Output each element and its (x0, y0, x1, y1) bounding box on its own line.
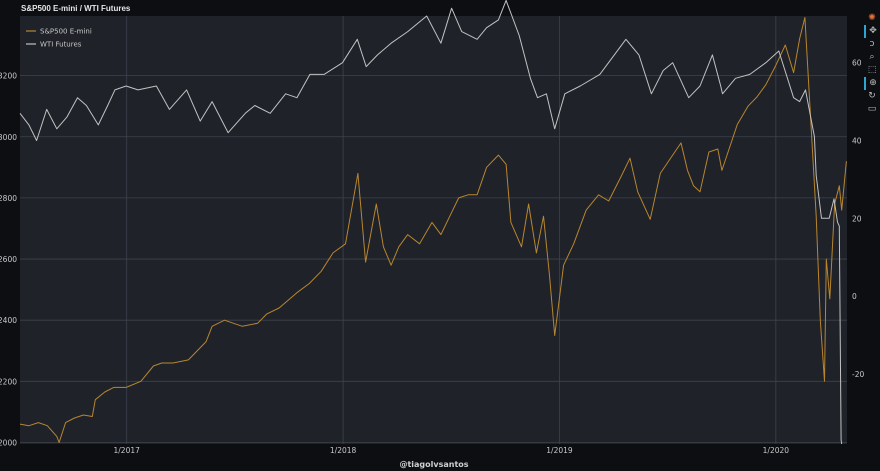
legend[interactable]: S&P500 E-mini WTI Futures (26, 28, 92, 49)
axis-ticks: 1/2017 1/2018 1/2019 1/2020 2000 2200 2400 2600… (0, 59, 864, 455)
y-right-tick-label: 0 (852, 292, 857, 301)
save-icon[interactable]: ▭ (867, 104, 877, 114)
x-tick-label: 1/2018 (330, 446, 357, 455)
plotly-logo-icon[interactable]: ✺ (868, 13, 876, 23)
y-left-tick-label: 2000 (0, 438, 17, 447)
modebar: ✺ ✥ ↄ ⌕ ⬚ ⊕ ↻ ▭ (864, 12, 880, 116)
x-tick-label: 1/2020 (763, 446, 790, 455)
credit-label: @tiagolvsantos (399, 460, 468, 469)
pan-icon[interactable]: ✥ (864, 25, 880, 38)
series-layer (19, 0, 847, 445)
series-line-sp500[interactable] (19, 17, 847, 443)
legend-item-label[interactable]: WTI Futures (40, 41, 82, 49)
grid-lines (20, 16, 847, 444)
y-left-tick-label: 2200 (0, 377, 17, 386)
y-left-tick-label: 2800 (0, 194, 17, 203)
x-tick-label: 1/2019 (546, 446, 573, 455)
zoom-icon[interactable]: ⌕ (869, 52, 875, 62)
y-left-tick-label: 3200 (0, 72, 17, 81)
y-left-tick-label: 2400 (0, 316, 17, 325)
y-right-tick-label: -20 (852, 370, 864, 379)
y-left-tick-label: 2600 (0, 255, 17, 264)
reset-icon[interactable]: ↻ (868, 91, 876, 101)
y-left-tick-label: 3000 (0, 133, 17, 142)
legend-item-label[interactable]: S&P500 E-mini (40, 28, 92, 36)
chart-title: S&P500 E-mini / WTI Futures (21, 4, 131, 13)
wheel-zoom-icon[interactable]: ⊕ (864, 77, 880, 90)
series-line-wti[interactable] (19, 0, 843, 445)
y-right-tick-label: 20 (852, 214, 862, 223)
x-tick-label: 1/2017 (114, 446, 141, 455)
y-right-tick-label: 60 (852, 59, 862, 68)
lasso-icon[interactable]: ↄ (869, 39, 875, 49)
plot-area[interactable] (20, 16, 847, 444)
y-right-tick-label: 40 (852, 137, 862, 146)
box-select-icon[interactable]: ⬚ (867, 65, 877, 75)
